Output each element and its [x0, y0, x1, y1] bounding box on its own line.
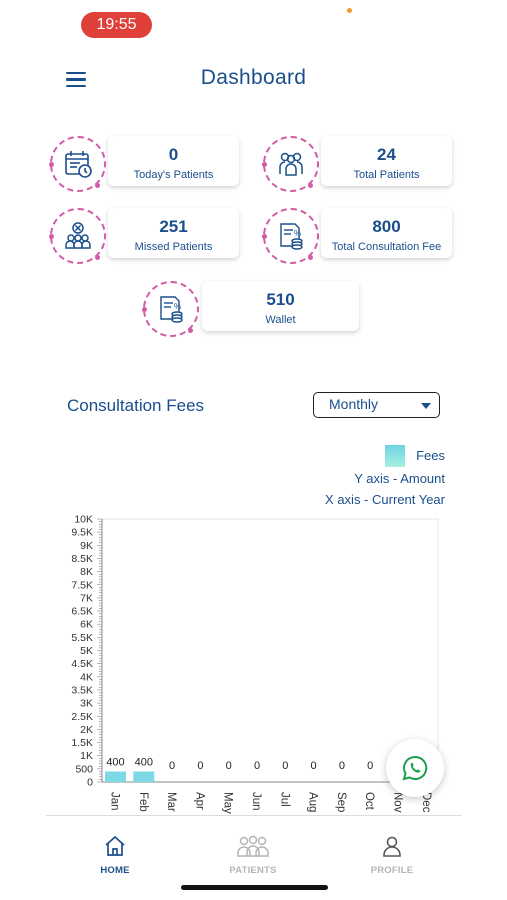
bar-data-label: 0 — [367, 760, 373, 772]
bar-data-label: 0 — [282, 760, 288, 772]
stat-value: 251 — [159, 217, 188, 236]
y-tick-label: 3K — [80, 698, 93, 710]
privacy-indicator-dot — [347, 8, 352, 13]
x-tick-label: Jan — [109, 792, 121, 811]
stat-value: 800 — [372, 217, 401, 236]
bar-data-label: 0 — [254, 760, 260, 772]
y-tick-label: 2.5K — [71, 711, 93, 723]
nav-label: PATIENTS — [229, 865, 277, 876]
nav-patients[interactable]: PATIENTS — [208, 834, 298, 876]
y-tick-label: 3.5K — [71, 684, 93, 696]
profile-icon — [383, 836, 401, 857]
dropdown-selected-value: Monthly — [329, 396, 379, 412]
nav-label: HOME — [100, 865, 130, 876]
bar-data-label: 0 — [311, 760, 317, 772]
x-tick-label: Apr — [193, 792, 205, 810]
home-indicator — [181, 885, 328, 890]
x-tick-label: May — [222, 792, 234, 814]
y-tick-label: 500 — [75, 763, 93, 775]
y-tick-label: 1K — [80, 750, 93, 762]
stat-label: Total Consultation Fee — [331, 241, 442, 253]
x-tick-label: Aug — [307, 792, 319, 812]
y-tick-label: 10K — [74, 514, 93, 526]
x-tick-label: Jun — [250, 792, 262, 811]
stat-label: Wallet — [265, 314, 296, 326]
bar-data-label: 0 — [197, 760, 203, 772]
y-tick-label: 4.5K — [71, 658, 93, 670]
y-tick-label: 4K — [80, 671, 93, 683]
x-tick-label: Mar — [165, 792, 177, 812]
stat-card: 24 Total Patients — [321, 136, 452, 186]
svg-text:%: % — [294, 229, 301, 238]
patients-group-icon — [262, 136, 319, 192]
y-tick-label: 7K — [80, 592, 93, 604]
caret-down-icon — [421, 403, 431, 409]
y-tick-label: 8K — [80, 566, 93, 578]
nav-profile[interactable]: PROFILE — [347, 834, 437, 876]
bar-data-label: 400 — [135, 756, 153, 768]
wallet-icon: % — [142, 281, 199, 337]
fee-receipt-icon: % — [262, 208, 319, 264]
y-tick-label: 2K — [80, 724, 93, 736]
section-title: Consultation Fees — [67, 396, 205, 415]
bar — [105, 771, 126, 782]
home-icon — [105, 835, 125, 856]
status-time: 19:55 — [81, 12, 152, 38]
whatsapp-icon — [402, 755, 428, 781]
svg-text:%: % — [174, 302, 181, 311]
period-dropdown[interactable]: Monthly — [313, 392, 440, 418]
y-tick-label: 6.5K — [71, 606, 93, 618]
legend-series-label: Fees — [416, 448, 445, 463]
page-title: Dashboard — [200, 66, 307, 89]
bar — [133, 771, 155, 782]
bar-data-label: 0 — [226, 760, 232, 772]
whatsapp-button[interactable] — [386, 739, 444, 797]
bar-data-label: 0 — [339, 760, 345, 772]
x-tick-label: Nov — [392, 792, 404, 813]
stat-label: Total Patients — [353, 169, 420, 181]
plot-frame — [101, 518, 439, 783]
patients-icon — [237, 835, 269, 857]
stat-value: 24 — [377, 145, 396, 164]
stat-card: 800 Total Consultation Fee — [321, 208, 452, 258]
stat-card: 0 Today's Patients — [108, 136, 239, 186]
y-tick-label: 7.5K — [71, 579, 93, 591]
bottom-nav-divider — [46, 815, 462, 816]
stat-value: 0 — [168, 145, 179, 164]
y-tick-label: 5.5K — [71, 632, 93, 644]
x-tick-label: Feb — [137, 792, 149, 812]
stat-card: 251 Missed Patients — [108, 208, 239, 258]
stat-value: 510 — [266, 290, 295, 309]
y-tick-label: 5K — [80, 645, 93, 657]
missed-patients-icon — [49, 208, 106, 264]
calendar-clock-icon — [49, 136, 106, 192]
y-tick-label: 9K — [80, 540, 93, 552]
legend-y-axis-note: Y axis - Amount — [354, 471, 445, 486]
stat-label: Today's Patients — [133, 169, 214, 181]
y-tick-label: 1.5K — [71, 737, 93, 749]
nav-home[interactable]: HOME — [70, 834, 160, 876]
x-tick-label: Jul — [278, 792, 290, 807]
x-tick-label: Sep — [335, 792, 347, 812]
y-tick-label: 0 — [87, 777, 93, 789]
y-tick-label: 9.5K — [71, 527, 93, 539]
x-tick-label: Oct — [363, 792, 375, 811]
y-tick-label: 6K — [80, 619, 93, 631]
legend-swatch — [385, 445, 405, 467]
bar-data-label: 0 — [169, 760, 175, 772]
y-tick-label: 8.5K — [71, 553, 93, 565]
x-tick-label: Dec — [420, 792, 432, 813]
bar-data-label: 400 — [106, 756, 124, 768]
stat-card: 510 Wallet — [202, 281, 359, 331]
stat-label: Missed Patients — [134, 241, 213, 253]
legend-x-axis-note: X axis - Current Year — [325, 492, 445, 507]
hamburger-menu-icon[interactable] — [66, 72, 86, 88]
nav-label: PROFILE — [370, 865, 414, 876]
